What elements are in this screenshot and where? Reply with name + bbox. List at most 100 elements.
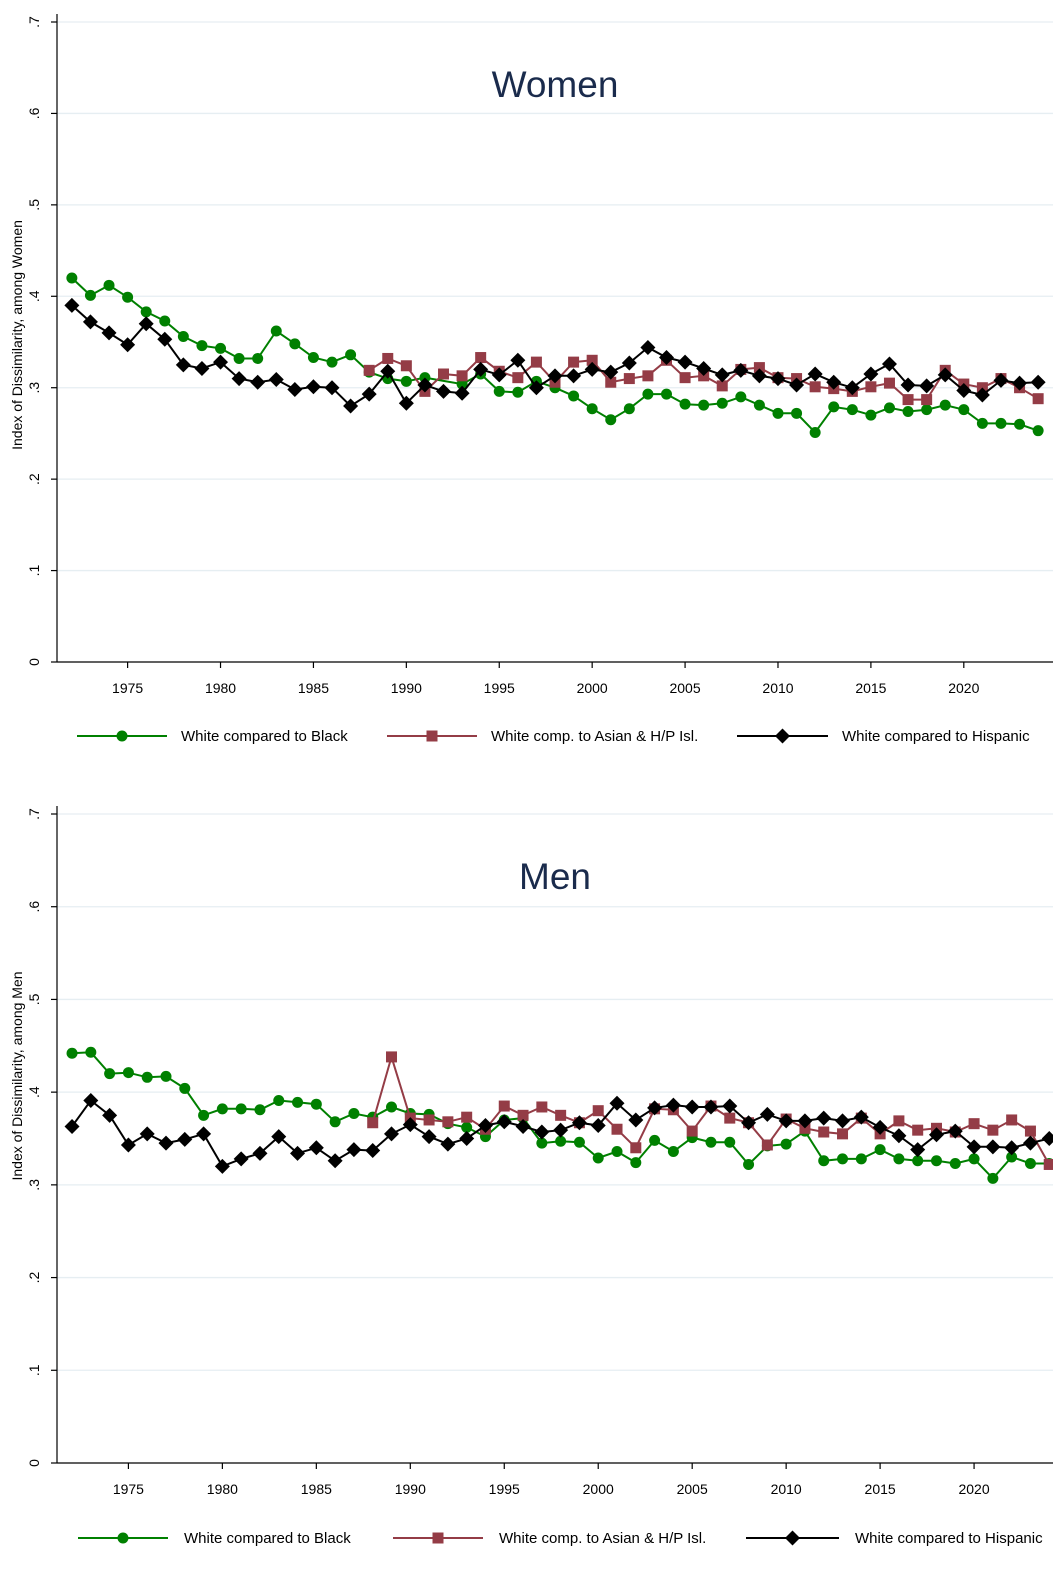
data-point bbox=[835, 1113, 851, 1129]
y-tick-label: .1 bbox=[26, 565, 42, 577]
data-point bbox=[837, 1128, 849, 1140]
chart-title: Men bbox=[519, 856, 591, 897]
y-tick-label: .4 bbox=[26, 1086, 42, 1098]
data-point bbox=[157, 331, 173, 347]
data-point bbox=[363, 364, 375, 376]
data-point bbox=[517, 1109, 529, 1121]
data-point bbox=[102, 1107, 118, 1123]
data-point bbox=[1024, 1158, 1036, 1170]
data-point bbox=[605, 414, 617, 426]
x-tick-label: 1985 bbox=[301, 1481, 332, 1497]
y-tick-label: .1 bbox=[26, 1364, 42, 1376]
data-point bbox=[865, 409, 877, 421]
data-point bbox=[947, 1123, 963, 1139]
data-point bbox=[461, 1111, 473, 1123]
data-point bbox=[818, 1126, 830, 1138]
data-point bbox=[194, 361, 210, 377]
data-point bbox=[473, 361, 489, 377]
y-axis-title: Index of Dissimilarity, among Women bbox=[9, 220, 25, 450]
data-point bbox=[753, 399, 765, 411]
data-point bbox=[365, 1143, 381, 1159]
data-point bbox=[213, 354, 229, 370]
y-tick-label: .6 bbox=[26, 901, 42, 913]
data-point bbox=[603, 364, 619, 380]
data-point bbox=[735, 391, 747, 403]
data-point bbox=[384, 1126, 400, 1142]
x-tick-label: 2020 bbox=[958, 1481, 989, 1497]
data-point bbox=[159, 315, 171, 327]
data-point bbox=[642, 388, 654, 400]
data-point bbox=[461, 1121, 473, 1133]
data-point bbox=[985, 1139, 1001, 1155]
data-point bbox=[498, 1100, 510, 1112]
data-point bbox=[179, 1082, 191, 1094]
data-point bbox=[930, 1155, 942, 1167]
data-point bbox=[586, 354, 598, 366]
data-point bbox=[139, 1126, 155, 1142]
data-point bbox=[733, 362, 749, 378]
data-point bbox=[874, 1144, 886, 1156]
data-point bbox=[698, 399, 710, 411]
data-point bbox=[417, 377, 433, 393]
plot-area bbox=[64, 1046, 1053, 1184]
x-tick-label: 2005 bbox=[669, 680, 700, 696]
x-tick-label: 1975 bbox=[112, 680, 143, 696]
data-point bbox=[64, 1118, 80, 1134]
data-point bbox=[1012, 375, 1028, 391]
y-tick-label: .5 bbox=[26, 993, 42, 1005]
data-point bbox=[724, 1136, 736, 1148]
y-tick-label: .6 bbox=[26, 107, 42, 119]
data-point bbox=[512, 386, 524, 398]
data-point bbox=[816, 1110, 832, 1126]
data-point bbox=[231, 371, 247, 387]
data-point bbox=[477, 1118, 493, 1134]
y-tick-label: .2 bbox=[26, 1272, 42, 1284]
legend-label: White compared to Hispanic bbox=[842, 728, 1030, 745]
data-point bbox=[751, 368, 767, 384]
data-point bbox=[343, 398, 359, 414]
data-point bbox=[568, 356, 580, 368]
data-point bbox=[1024, 1125, 1036, 1137]
data-point bbox=[753, 362, 765, 374]
data-point bbox=[440, 1136, 456, 1152]
data-point bbox=[772, 407, 784, 419]
data-point bbox=[968, 1153, 980, 1165]
data-point bbox=[881, 356, 897, 372]
data-point bbox=[853, 1109, 869, 1125]
data-point bbox=[198, 1109, 210, 1121]
data-point bbox=[684, 1099, 700, 1115]
data-point bbox=[714, 367, 730, 383]
data-point bbox=[454, 385, 470, 401]
data-point bbox=[609, 1095, 625, 1111]
data-point bbox=[919, 378, 935, 394]
data-point bbox=[660, 388, 672, 400]
data-point bbox=[809, 381, 821, 393]
data-point bbox=[937, 367, 953, 383]
data-point bbox=[586, 403, 598, 415]
data-point bbox=[346, 1142, 362, 1158]
data-point bbox=[1030, 374, 1046, 390]
data-point bbox=[846, 404, 858, 416]
data-point bbox=[1004, 1140, 1020, 1156]
x-tick-label: 1980 bbox=[207, 1481, 238, 1497]
data-point bbox=[837, 1153, 849, 1165]
data-point bbox=[566, 368, 582, 384]
data-point bbox=[855, 1153, 867, 1165]
y-tick-label: .5 bbox=[26, 199, 42, 211]
data-point bbox=[966, 1139, 982, 1155]
data-point bbox=[630, 1157, 642, 1169]
data-point bbox=[883, 377, 895, 389]
data-point bbox=[865, 381, 877, 393]
data-point bbox=[442, 1116, 454, 1128]
data-point bbox=[292, 1096, 304, 1108]
x-tick-label: 1985 bbox=[298, 680, 329, 696]
data-point bbox=[592, 1152, 604, 1164]
data-point bbox=[122, 1067, 134, 1079]
data-point bbox=[310, 1098, 322, 1110]
data-point bbox=[398, 395, 414, 411]
legend-marker bbox=[775, 728, 790, 744]
data-point bbox=[530, 356, 542, 368]
data-point bbox=[141, 1071, 153, 1083]
data-point bbox=[611, 1145, 623, 1157]
